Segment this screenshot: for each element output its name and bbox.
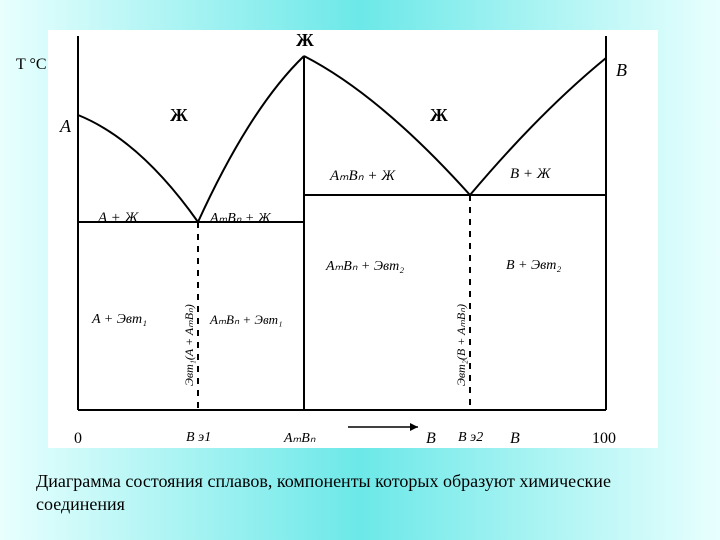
label-r4: B + Ж [510, 166, 551, 183]
label-x100: 100 [592, 430, 616, 448]
slide-stage: T °C Ж Ж Ж A B A + Ж AₘBₙ + Ж AₘBₙ + Ж B + Ж A + Э… [0, 0, 720, 540]
label-top_zh: Ж [296, 30, 314, 51]
label-A_pt: A [60, 116, 71, 137]
label-zh_right: Ж [430, 105, 448, 126]
label-r6: AₘBₙ + Эвт₁ [210, 312, 283, 328]
label-r5: A + Эвт₁ [92, 312, 147, 328]
label-B_pt: B [616, 60, 627, 81]
label-r1: A + Ж [98, 210, 138, 227]
label-r2: AₘBₙ + Ж [210, 210, 271, 227]
label-r3: AₘBₙ + Ж [330, 166, 395, 185]
label-vr2: Эвт₂(B + AₘBₙ) [454, 304, 469, 386]
label-x_e1: B э1 [186, 430, 211, 446]
caption: Диаграмма состояния сплавов, компоненты … [36, 470, 684, 515]
label-r7: AₘBₙ + Эвт₂ [326, 258, 404, 275]
label-vr1: Эвт₁(A + AₘBₙ) [182, 304, 197, 386]
label-y_title: T °C [16, 56, 47, 74]
label-r8: B + Эвт₂ [506, 258, 561, 274]
label-zh_left: Ж [170, 105, 188, 126]
label-x_e2: B э2 [458, 430, 483, 446]
label-x_B: B [426, 430, 436, 448]
label-x_c: AₘBₙ [284, 430, 315, 447]
label-x_Bax: B [510, 430, 520, 448]
label-x0: 0 [74, 430, 82, 448]
